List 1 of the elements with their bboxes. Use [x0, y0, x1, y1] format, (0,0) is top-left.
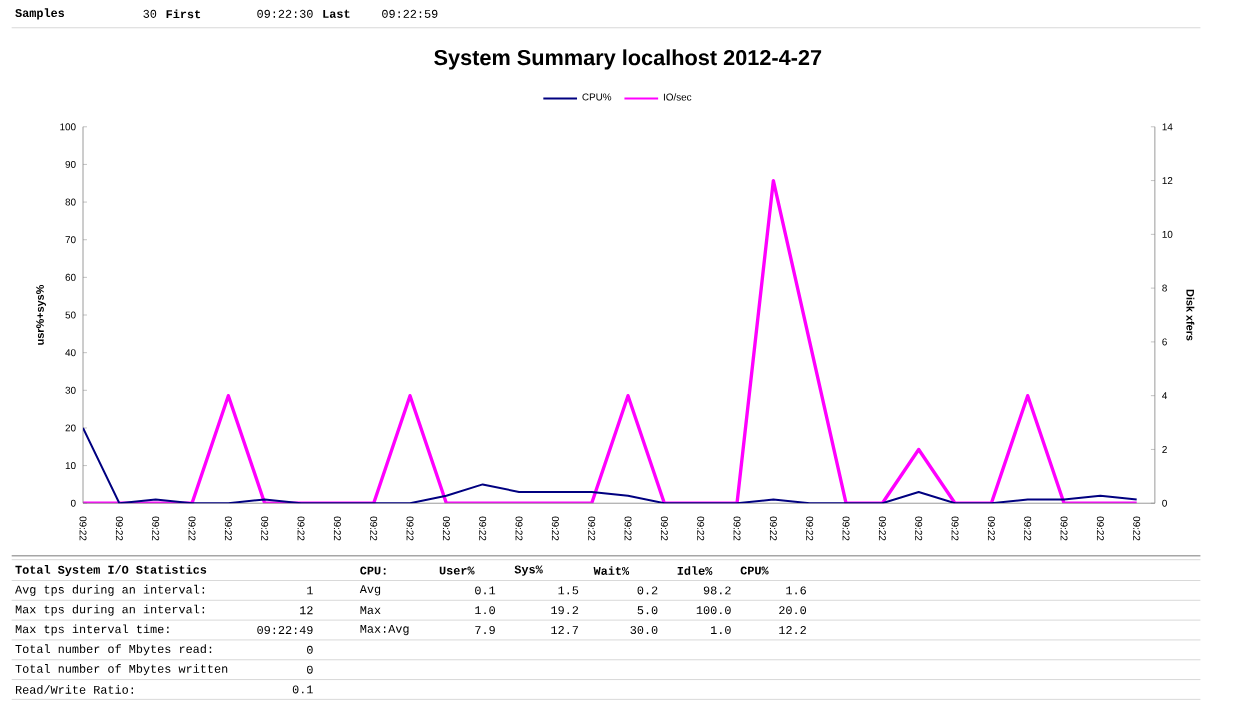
chart-title: System Summary localhost 2012-4-27: [434, 49, 822, 70]
